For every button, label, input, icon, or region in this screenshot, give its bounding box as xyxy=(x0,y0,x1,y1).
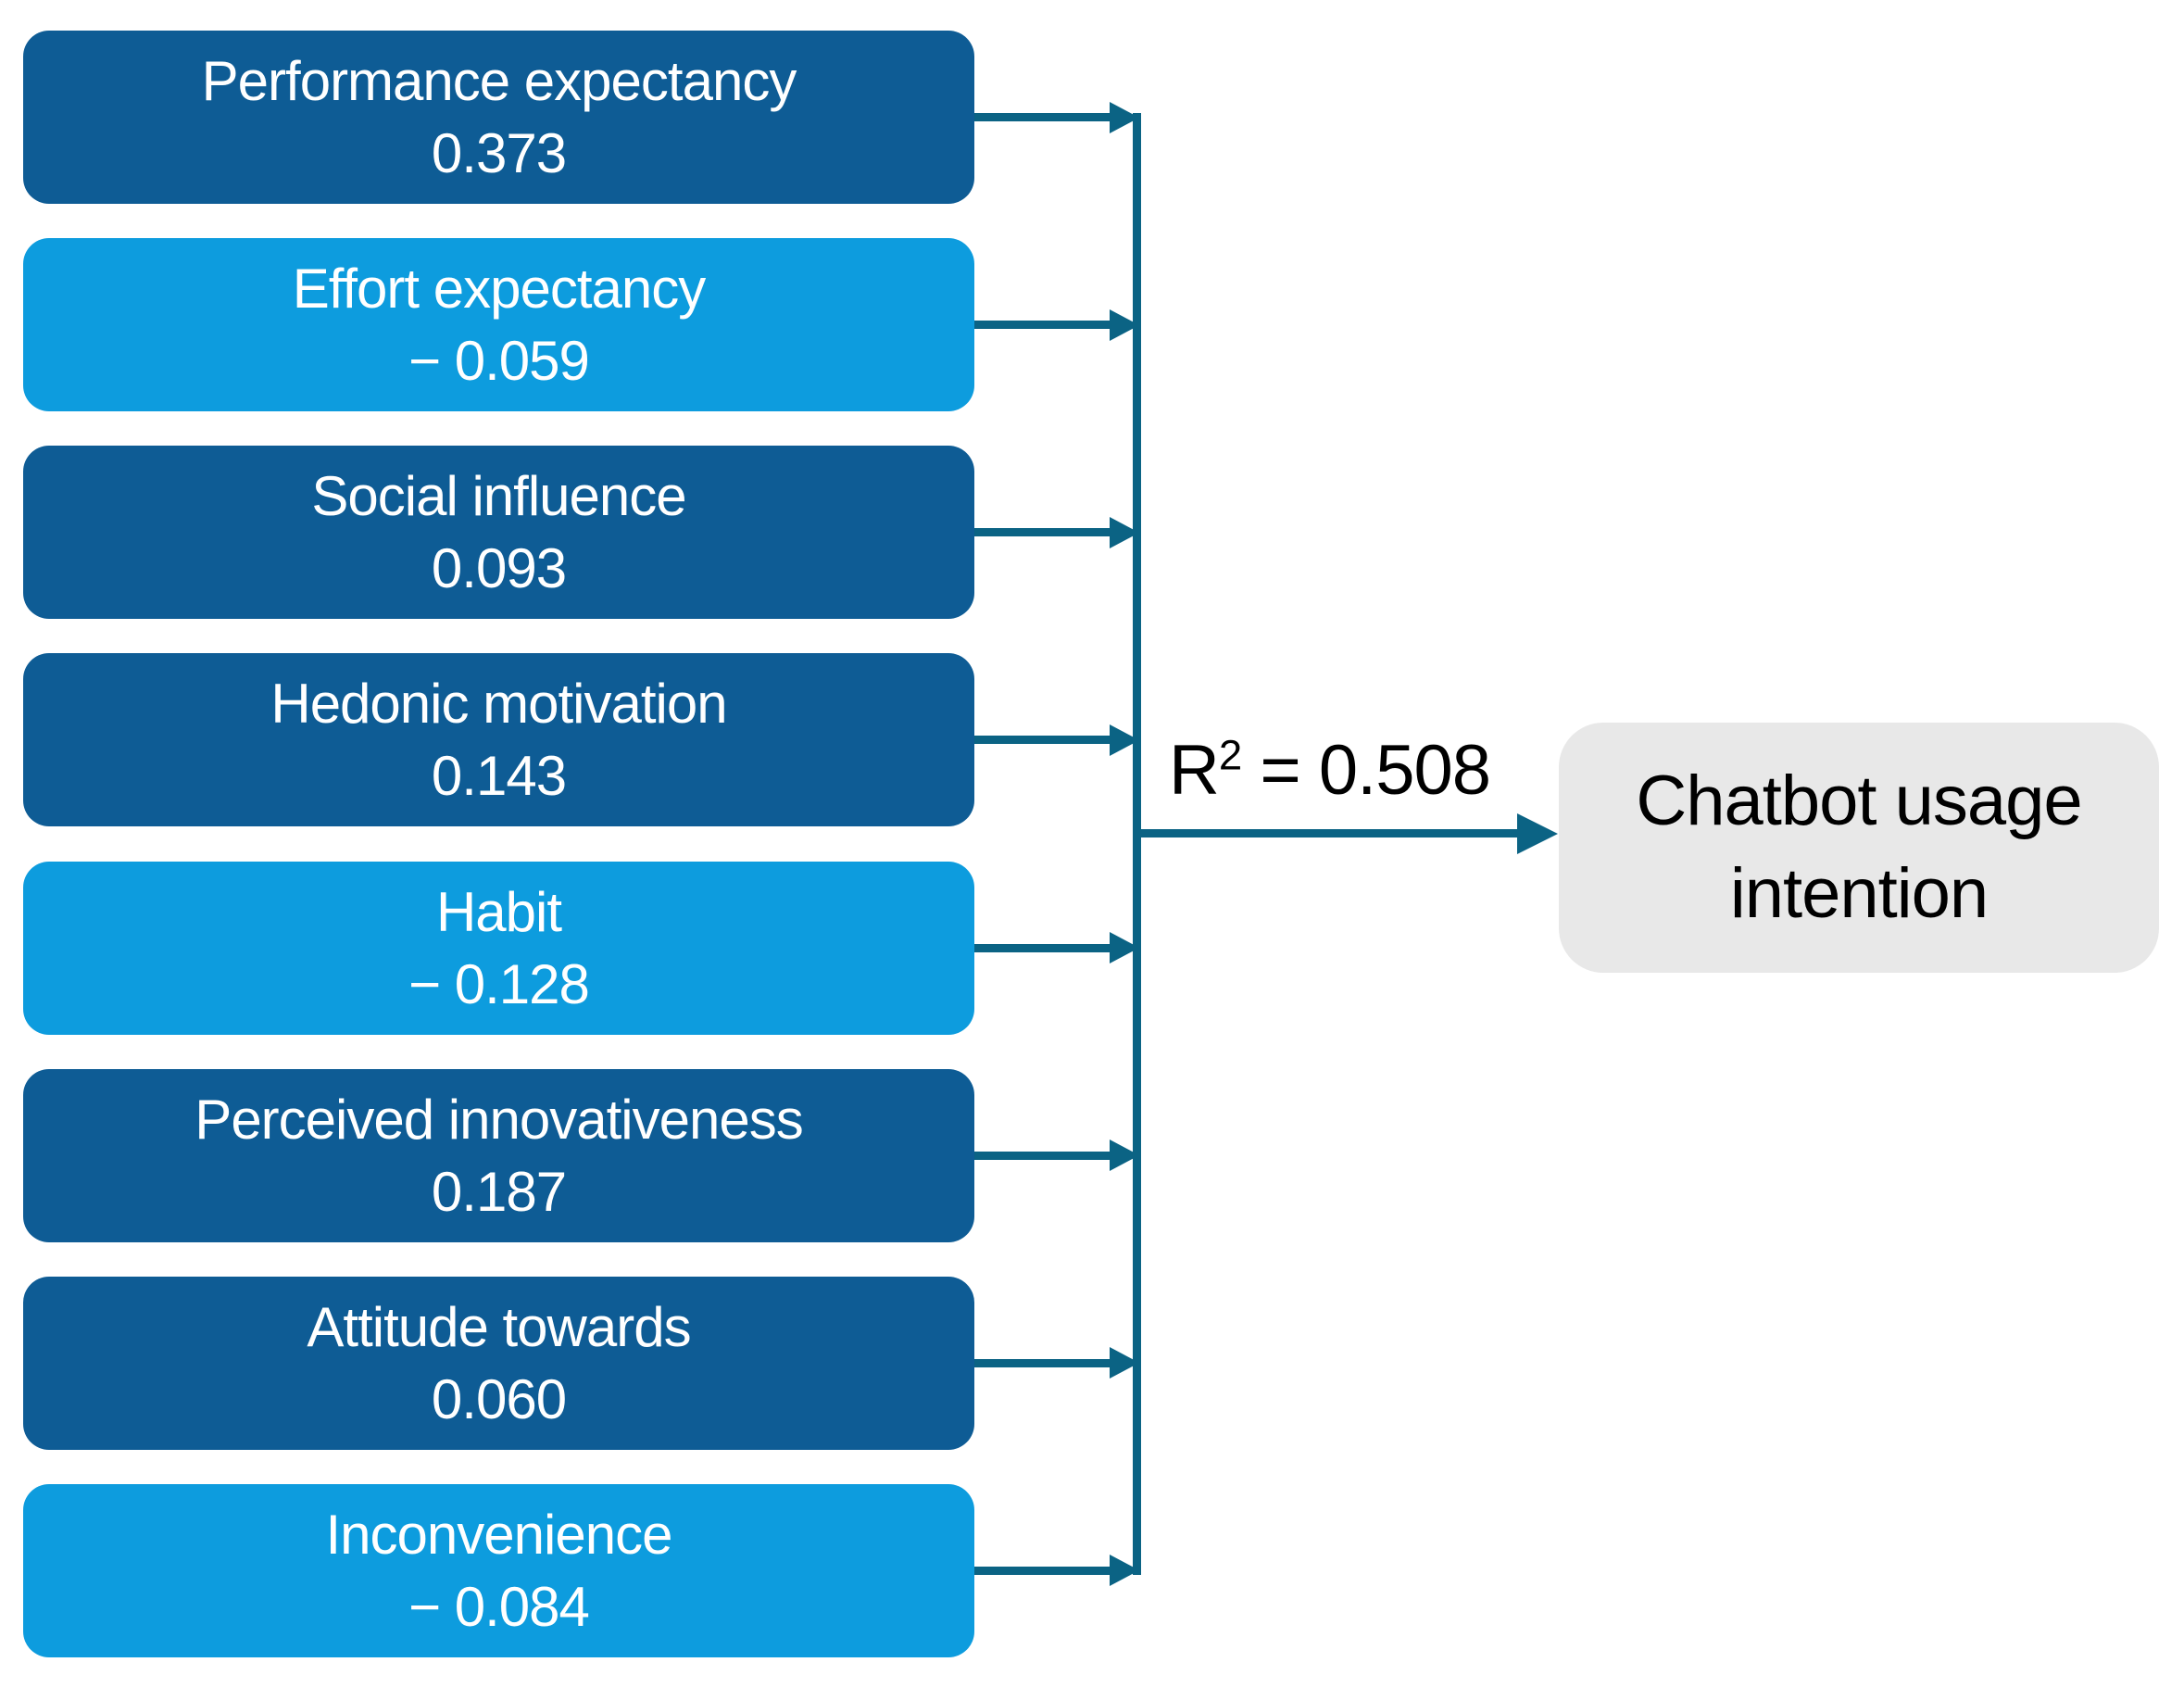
predictor-coefficient: 0.060 xyxy=(431,1367,567,1430)
r-squared-value: = 0.508 xyxy=(1241,731,1491,810)
connector-arrow-shaft xyxy=(974,1152,1113,1160)
predictor-label: Social influence xyxy=(311,464,686,527)
predictor-box-perceived-innovativeness: Perceived innovativeness 0.187 xyxy=(23,1069,974,1242)
predictor-coefficient: 0.093 xyxy=(431,536,567,599)
r-squared-superscript: 2 xyxy=(1218,731,1242,779)
predictor-box-inconvenience: Inconvenience − 0.084 xyxy=(23,1484,974,1657)
predictor-coefficient: 0.143 xyxy=(431,744,567,807)
predictor-box-habit: Habit − 0.128 xyxy=(23,862,974,1035)
connector-arrow-shaft xyxy=(974,528,1113,536)
predictor-box-effort-expectancy: Effort expectancy − 0.059 xyxy=(23,238,974,411)
connector-arrow-shaft xyxy=(974,736,1113,744)
outcome-arrow-head-icon xyxy=(1517,813,1558,854)
predictor-coefficient: 0.187 xyxy=(431,1160,567,1223)
predictor-coefficient: − 0.059 xyxy=(408,329,590,392)
predictor-box-attitude-towards: Attitude towards 0.060 xyxy=(23,1277,974,1450)
outcome-label: Chatbot usage intention xyxy=(1636,762,2082,933)
connector-arrow-shaft xyxy=(974,321,1113,329)
r-squared-symbol: R xyxy=(1169,731,1220,810)
predictor-label: Perceived innovativeness xyxy=(195,1088,803,1151)
predictor-coefficient: − 0.128 xyxy=(408,952,590,1015)
collector-line xyxy=(1133,113,1141,1575)
connector-arrow-shaft xyxy=(974,1567,1113,1575)
connector-arrow-shaft xyxy=(974,113,1113,121)
predictor-label: Habit xyxy=(435,880,562,943)
predictor-label: Performance expectancy xyxy=(201,49,797,112)
predictor-box-social-influence: Social influence 0.093 xyxy=(23,446,974,619)
predictor-coefficient: − 0.084 xyxy=(408,1575,590,1638)
predictor-coefficient: 0.373 xyxy=(431,121,567,184)
predictor-label: Attitude towards xyxy=(307,1295,691,1358)
outcome-arrow-shaft xyxy=(1141,829,1521,837)
predictor-label: Effort expectancy xyxy=(292,257,706,320)
predictor-label: Hedonic motivation xyxy=(270,672,727,735)
outcome-box-chatbot-usage-intention: Chatbot usage intention xyxy=(1559,723,2159,973)
predictor-box-performance-expectancy: Performance expectancy 0.373 xyxy=(23,31,974,204)
connector-arrow-shaft xyxy=(974,1359,1113,1367)
predictor-label: Inconvenience xyxy=(325,1503,673,1566)
r-squared-label: R2 = 0.508 xyxy=(1169,730,1491,811)
predictor-box-hedonic-motivation: Hedonic motivation 0.143 xyxy=(23,653,974,826)
connector-arrow-shaft xyxy=(974,944,1113,952)
